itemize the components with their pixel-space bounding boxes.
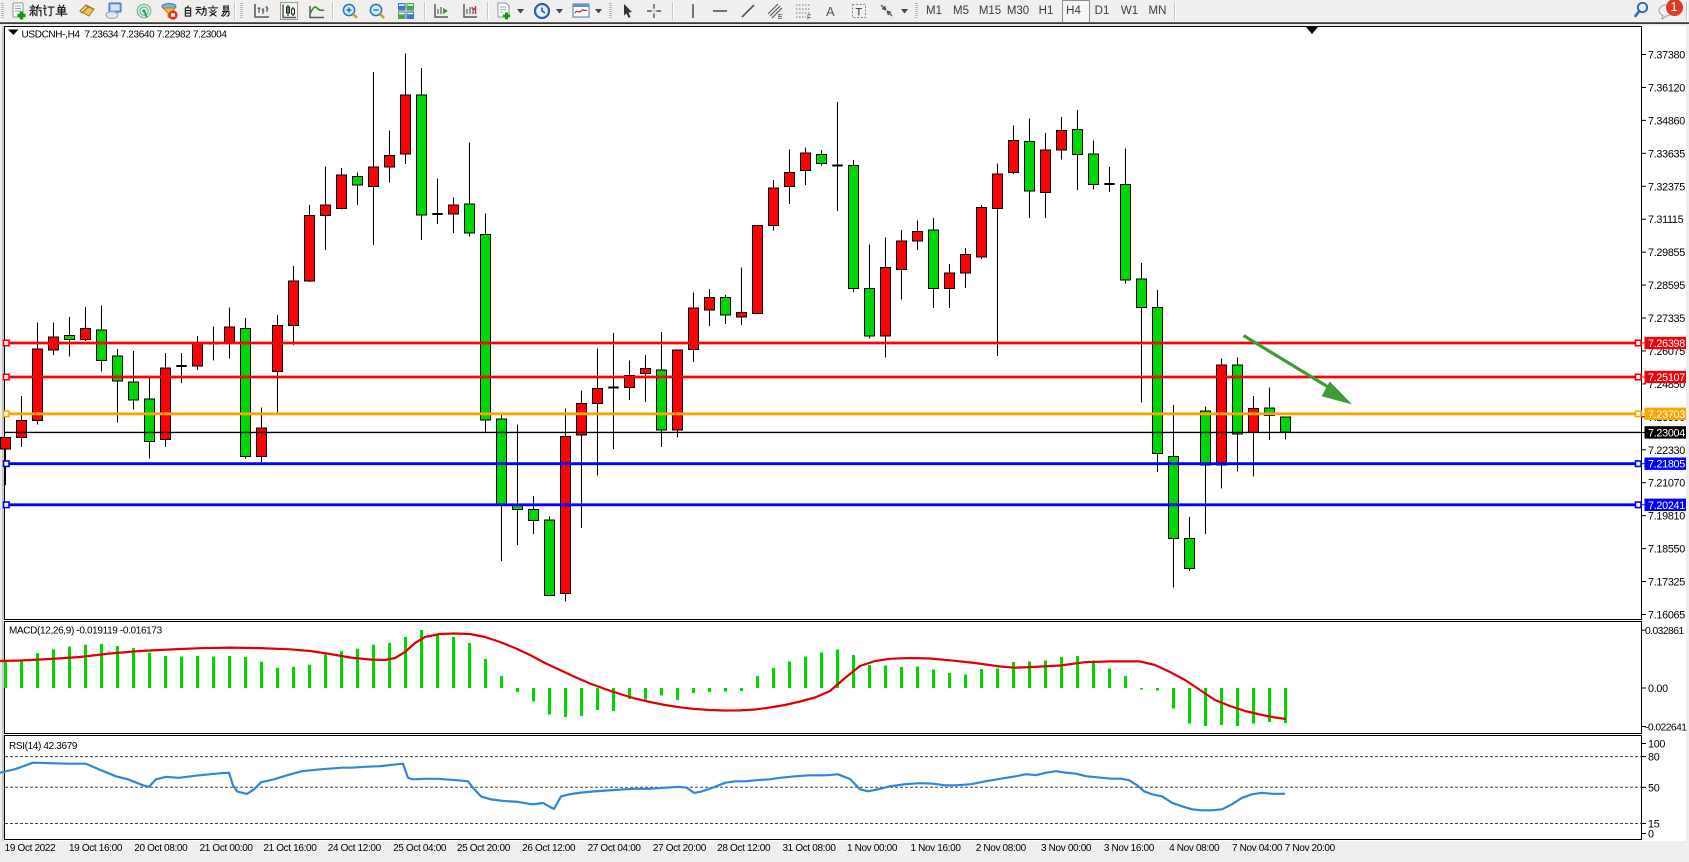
- svg-text:27 Oct 04:00: 27 Oct 04:00: [588, 843, 642, 854]
- svg-text:27 Oct 20:00: 27 Oct 20:00: [653, 843, 707, 854]
- svg-text:7.22330: 7.22330: [1648, 445, 1685, 457]
- svg-text:21 Oct 16:00: 21 Oct 16:00: [263, 843, 317, 854]
- svg-text:7.29855: 7.29855: [1648, 247, 1685, 259]
- svg-text:0.00: 0.00: [1648, 683, 1668, 695]
- svg-text:E: E: [778, 14, 783, 20]
- svg-text:3 Nov 16:00: 3 Nov 16:00: [1104, 843, 1155, 854]
- svg-text:A: A: [826, 4, 835, 19]
- svg-text:T: T: [856, 7, 863, 19]
- svg-text:15: 15: [1648, 819, 1660, 831]
- svg-text:20 Oct 08:00: 20 Oct 08:00: [134, 843, 188, 854]
- svg-text:MACD(12,26,9) -0.019119 -0.016: MACD(12,26,9) -0.019119 -0.016173: [9, 626, 163, 637]
- svg-text:7.25107: 7.25107: [1648, 372, 1685, 384]
- svg-text:7.28595: 7.28595: [1648, 280, 1685, 292]
- svg-text:25 Oct 04:00: 25 Oct 04:00: [393, 843, 447, 854]
- svg-text:4 Nov 08:00: 4 Nov 08:00: [1169, 843, 1220, 854]
- svg-text:7.20241: 7.20241: [1648, 500, 1685, 512]
- svg-text:19 Oct 2022: 19 Oct 2022: [5, 843, 56, 854]
- svg-text:-0.022641: -0.022641: [1645, 723, 1687, 734]
- svg-text:RSI(14) 42.3679: RSI(14) 42.3679: [9, 741, 78, 752]
- svg-text:24 Oct 12:00: 24 Oct 12:00: [328, 843, 382, 854]
- svg-text:25 Oct 20:00: 25 Oct 20:00: [457, 843, 511, 854]
- svg-text:7.34860: 7.34860: [1648, 115, 1685, 127]
- svg-text:7.17325: 7.17325: [1648, 577, 1685, 589]
- svg-text:7 Nov 04:00: 7 Nov 04:00: [1232, 843, 1283, 854]
- svg-text:0: 0: [1648, 829, 1654, 841]
- svg-text:26 Oct 12:00: 26 Oct 12:00: [522, 843, 576, 854]
- svg-text:7.21070: 7.21070: [1648, 478, 1685, 490]
- svg-text:0.032861: 0.032861: [1645, 626, 1684, 637]
- svg-text:7.21805: 7.21805: [1648, 459, 1685, 471]
- svg-text:1 Nov 16:00: 1 Nov 16:00: [910, 843, 961, 854]
- svg-text:7.36120: 7.36120: [1648, 82, 1685, 94]
- svg-text:80: 80: [1648, 752, 1660, 764]
- svg-text:50: 50: [1648, 782, 1660, 794]
- svg-text:7.31115: 7.31115: [1648, 214, 1684, 226]
- svg-text:7.26398: 7.26398: [1648, 338, 1685, 350]
- svg-text:21 Oct 00:00: 21 Oct 00:00: [200, 843, 254, 854]
- svg-text:3 Nov 00:00: 3 Nov 00:00: [1041, 843, 1092, 854]
- svg-text:7.16065: 7.16065: [1648, 609, 1685, 621]
- svg-text:31 Oct 08:00: 31 Oct 08:00: [782, 843, 836, 854]
- svg-text:19 Oct 16:00: 19 Oct 16:00: [69, 843, 123, 854]
- svg-text:28 Oct 12:00: 28 Oct 12:00: [717, 843, 771, 854]
- svg-text:7.32375: 7.32375: [1648, 181, 1685, 193]
- svg-text:7.18550: 7.18550: [1648, 544, 1685, 556]
- svg-text:USDCNH-,H4 7.23634 7.23640 7.: USDCNH-,H4 7.23634 7.23640 7.22982 7.230…: [22, 30, 228, 41]
- svg-text:1 Nov 00:00: 1 Nov 00:00: [847, 843, 898, 854]
- svg-text:7.27335: 7.27335: [1648, 313, 1685, 325]
- svg-text:7.23703: 7.23703: [1648, 409, 1685, 421]
- svg-text:100: 100: [1648, 739, 1665, 751]
- svg-text:F: F: [807, 15, 811, 21]
- svg-text:7.19810: 7.19810: [1648, 511, 1685, 523]
- svg-text:2 Nov 08:00: 2 Nov 08:00: [976, 843, 1027, 854]
- svg-text:7.33635: 7.33635: [1648, 148, 1685, 160]
- svg-text:7.23004: 7.23004: [1648, 427, 1685, 439]
- svg-text:7.37380: 7.37380: [1648, 50, 1685, 62]
- svg-text:7 Nov 20:00: 7 Nov 20:00: [1285, 843, 1336, 854]
